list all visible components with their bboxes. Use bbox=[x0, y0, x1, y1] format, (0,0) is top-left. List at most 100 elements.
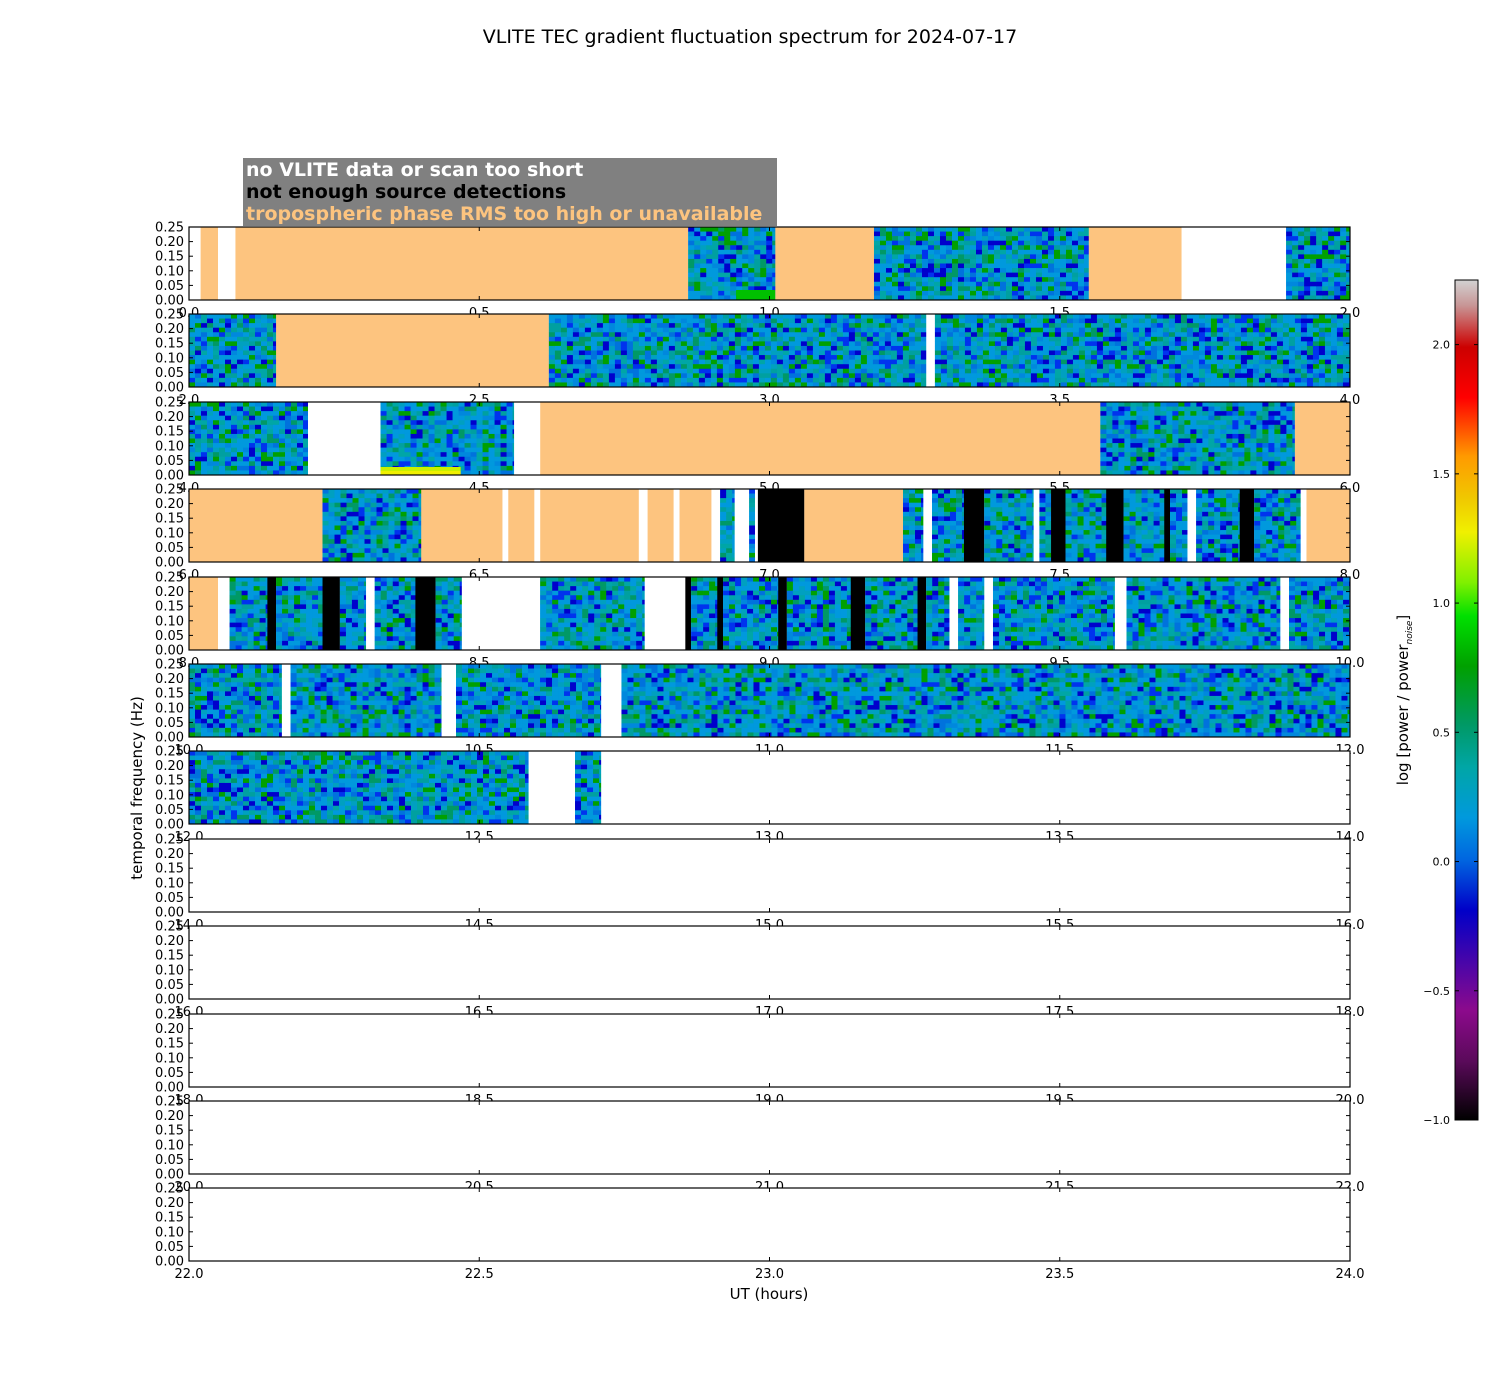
spectrum-cell bbox=[1318, 355, 1326, 360]
spectrum-cell bbox=[958, 318, 966, 324]
spectrum-cell bbox=[933, 290, 941, 296]
spectrum-cell bbox=[231, 406, 238, 412]
spectrum-cell bbox=[1286, 249, 1293, 255]
spectrum-cell bbox=[1204, 318, 1212, 324]
spectrum-cell bbox=[440, 452, 447, 458]
spectrum-cell bbox=[638, 336, 646, 342]
spectrum-cell bbox=[1150, 341, 1158, 347]
spectrum-cell bbox=[1190, 447, 1197, 453]
spectrum-cell bbox=[742, 245, 749, 251]
spectrum-cell bbox=[303, 438, 309, 444]
spectrum-cell bbox=[970, 364, 978, 370]
spectrum-cell bbox=[428, 402, 435, 407]
spectrum-cell bbox=[1256, 433, 1263, 439]
spectrum-cell bbox=[890, 327, 898, 333]
spectrum-cell bbox=[1186, 350, 1194, 356]
spectrum-cell bbox=[909, 240, 917, 246]
spectrum-cell bbox=[1300, 350, 1308, 356]
spectrum-cell bbox=[1288, 377, 1296, 383]
spectrum-cell bbox=[1204, 368, 1212, 374]
spectrum-cell bbox=[1300, 377, 1308, 383]
spectrum-cell bbox=[346, 557, 353, 563]
spectrum-cell bbox=[1252, 368, 1260, 374]
spectrum-cell bbox=[1160, 456, 1167, 462]
spectrum-cell bbox=[981, 231, 989, 237]
spectrum-cell bbox=[1226, 406, 1233, 412]
spectrum-cell bbox=[273, 452, 280, 458]
spectrum-cell bbox=[297, 402, 304, 407]
spectrum-cell bbox=[830, 323, 838, 328]
spectrum-cell bbox=[1228, 368, 1236, 374]
spectrum-cell bbox=[736, 254, 743, 260]
spectrum-cell bbox=[1054, 377, 1062, 383]
spectrum-cell bbox=[340, 489, 347, 494]
spectrum-cell bbox=[1048, 350, 1056, 356]
spectrum-cell bbox=[476, 406, 483, 412]
spectrum-cell bbox=[1077, 281, 1085, 287]
spectrum-cell bbox=[412, 520, 419, 526]
spectrum-cell bbox=[370, 507, 377, 513]
spectrum-cell bbox=[596, 323, 604, 328]
spectrum-cell bbox=[1060, 318, 1068, 324]
spectrum-cell bbox=[890, 359, 898, 365]
spectrum-cell bbox=[1077, 263, 1085, 269]
spectrum-cell bbox=[1041, 268, 1049, 273]
spectrum-cell bbox=[602, 368, 610, 374]
spectrum-cell bbox=[279, 443, 286, 448]
spectrum-cell bbox=[1144, 318, 1152, 324]
spectrum-cell bbox=[231, 452, 238, 458]
spectrum-cell bbox=[1090, 341, 1098, 347]
spectrum-cell bbox=[1096, 364, 1104, 370]
spectrum-cell bbox=[706, 281, 713, 287]
spectrum-cell bbox=[1168, 318, 1176, 324]
spectrum-cell bbox=[566, 359, 574, 365]
spectrum-cell bbox=[1102, 327, 1110, 333]
spectrum-cell bbox=[656, 336, 664, 342]
spectrum-cell bbox=[994, 373, 1002, 379]
spectrum-cell bbox=[1304, 295, 1311, 301]
spectrum-cell bbox=[1174, 350, 1182, 356]
spectrum-cell bbox=[776, 323, 784, 328]
spectrum-cell bbox=[1196, 470, 1203, 476]
spectrum-cell bbox=[1222, 350, 1230, 356]
spectrum-cell bbox=[668, 377, 676, 383]
spectrum-cell bbox=[273, 438, 280, 444]
spectrum-cell bbox=[249, 314, 256, 319]
spectrum-cell bbox=[766, 281, 773, 287]
spectrum-cell bbox=[903, 286, 911, 292]
spectrum-cell bbox=[987, 263, 995, 269]
spectrum-cell bbox=[1220, 415, 1227, 421]
spectrum-cell bbox=[554, 318, 562, 324]
spectrum-cell bbox=[1124, 433, 1131, 439]
spectrum-cell bbox=[873, 286, 881, 292]
spectrum-cell bbox=[1334, 254, 1341, 260]
spectrum-cell bbox=[758, 345, 766, 351]
spectrum-cell bbox=[352, 507, 359, 513]
spectrum-cell bbox=[1156, 323, 1164, 328]
spectrum-cell bbox=[1280, 470, 1287, 476]
spectrum-cell bbox=[1208, 438, 1215, 444]
spectrum-cell bbox=[722, 382, 730, 388]
spectrum-cell bbox=[806, 318, 814, 324]
spectrum-cell bbox=[1192, 323, 1200, 328]
spectrum-cell bbox=[225, 336, 232, 342]
spectrum-cell bbox=[1030, 332, 1038, 338]
spectrum-cell bbox=[740, 341, 748, 347]
spectrum-cell bbox=[722, 355, 730, 360]
spectrum-cell bbox=[1220, 406, 1227, 412]
spectrum-cell bbox=[940, 332, 948, 338]
spectrum-cell bbox=[752, 341, 760, 347]
spectrum-cell bbox=[273, 447, 280, 453]
spectrum-cell bbox=[1136, 470, 1143, 476]
spectrum-cell bbox=[710, 336, 718, 342]
spectrum-cell bbox=[656, 350, 664, 356]
spectrum-cell bbox=[946, 332, 954, 338]
spectrum-cell bbox=[1108, 350, 1116, 356]
spectrum-cell bbox=[1130, 411, 1137, 416]
spectrum-cell bbox=[500, 424, 507, 430]
spectrum-cell bbox=[746, 336, 754, 342]
spectrum-cell bbox=[1048, 314, 1056, 319]
spectrum-cell bbox=[934, 350, 942, 356]
spectrum-cell bbox=[1018, 345, 1026, 351]
spectrum-cell bbox=[464, 443, 471, 448]
